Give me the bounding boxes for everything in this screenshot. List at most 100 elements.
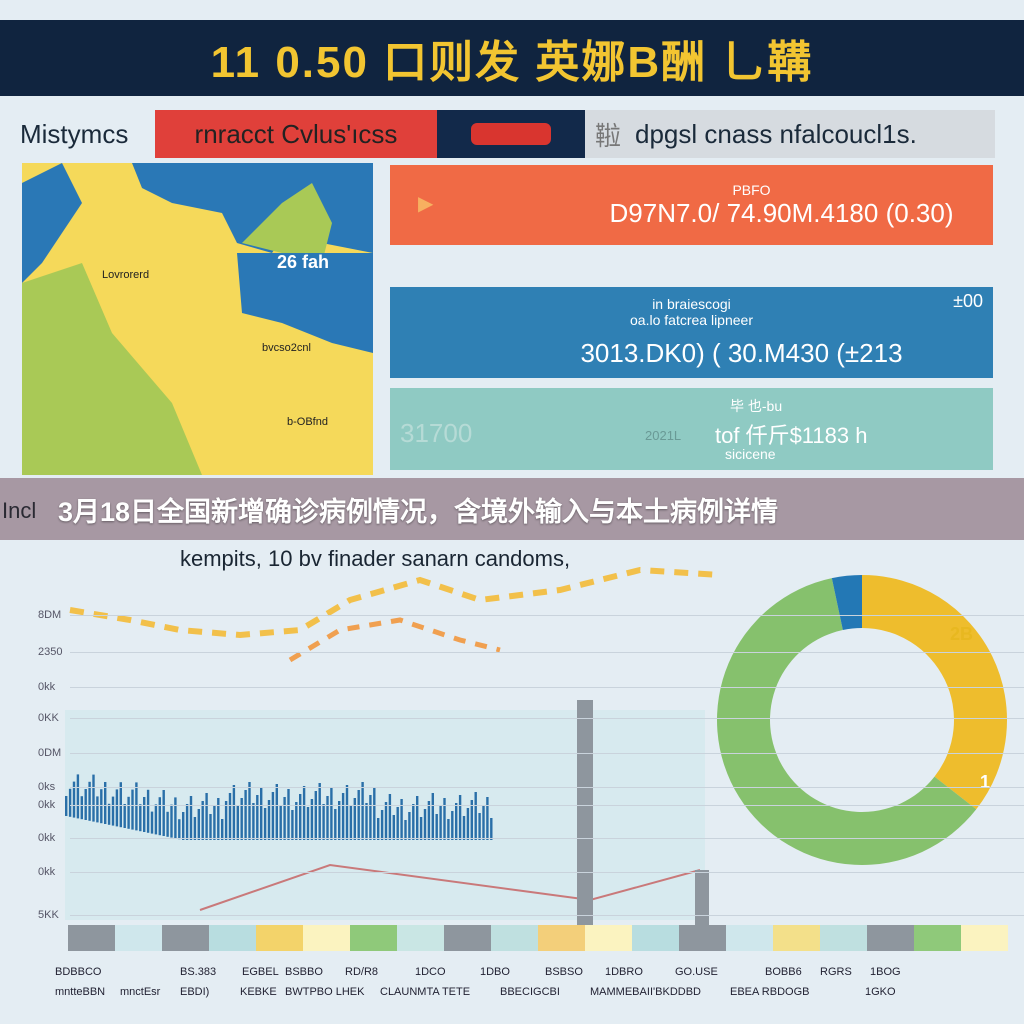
line-series-orange	[288, 617, 501, 663]
bar	[240, 798, 243, 840]
y-axis-label: 2350	[38, 646, 63, 658]
bar	[65, 796, 68, 816]
x-axis-label: BOBB6	[765, 966, 802, 978]
bar	[185, 804, 189, 840]
x-axis-label: RGRS	[820, 966, 852, 978]
x-axis-sublabel: EBEA RBDOGB	[730, 986, 810, 998]
bar	[392, 815, 395, 840]
chart-subtitle: kempits, 10 bv finader sanarn candoms,	[180, 546, 571, 571]
y-axis-label: 0ks	[38, 781, 56, 793]
strip-block	[491, 925, 538, 951]
bar	[361, 782, 364, 840]
navy-tab	[437, 110, 585, 158]
bar	[232, 785, 236, 840]
x-axis-sublabel: I'BKDDBD	[650, 986, 701, 998]
x-axis-label: EGBEL	[242, 966, 279, 978]
x-axis-sublabel: EBDI)	[180, 986, 210, 998]
bar	[201, 801, 204, 840]
bar	[431, 793, 434, 840]
map-label: Lovrorerd	[102, 269, 149, 281]
bar	[478, 813, 481, 840]
card-small: oa.lo fatcrea lipneer	[630, 312, 753, 328]
gray-tab-icon: 鞡	[595, 120, 622, 151]
bar	[170, 804, 173, 838]
x-axis-sublabel: CLAUNMTA TETE	[380, 986, 471, 998]
bar	[166, 811, 169, 837]
card-mid: 2021L	[645, 428, 682, 443]
x-axis-sublabel: mnctEsr	[120, 986, 161, 998]
bar	[295, 802, 298, 840]
strip-block	[350, 925, 397, 951]
gridline	[70, 872, 1024, 873]
bar	[326, 796, 329, 840]
y-axis-label: 0DM	[38, 747, 62, 759]
bar	[150, 811, 154, 834]
bar	[388, 794, 392, 840]
x-axis-sublabel: MAMMEBAI	[590, 986, 650, 998]
bar	[396, 807, 399, 840]
bar	[291, 810, 294, 840]
bar	[193, 817, 197, 840]
card-value: 3013.DK0) ( 30.M430 (±213	[580, 338, 903, 368]
stat-card-blue: ±00 in braiescogi oa.lo fatcrea lipneer …	[390, 287, 993, 378]
stat-card-orange: ▶ PBFO D97N7.0/ 74.90M.4180 (0.30)	[390, 165, 993, 245]
bar	[439, 806, 442, 840]
strip-block	[209, 925, 256, 951]
bar	[357, 790, 360, 840]
bar	[123, 804, 126, 828]
bar	[373, 787, 376, 840]
y-axis-label: 0kk	[38, 681, 56, 693]
banner-title: 11 0.50 口则发 英娜B酬 乚鞲	[210, 38, 814, 87]
map-label: b-OBfnd	[287, 416, 328, 428]
bar	[435, 814, 438, 840]
gridline	[70, 915, 1024, 916]
red-tab: rnracct Cvlus'ıcss	[155, 110, 437, 158]
bar	[263, 808, 267, 840]
bar	[451, 811, 454, 840]
bar	[279, 805, 282, 840]
bar	[306, 807, 310, 840]
bar	[154, 804, 158, 835]
bar	[299, 794, 302, 840]
bar	[182, 812, 185, 840]
x-axis-sublabel: 1GKO	[865, 986, 896, 998]
gridline	[70, 787, 1024, 788]
y-axis-label: 5KK	[38, 909, 59, 921]
card-corner: ±00	[953, 291, 983, 311]
bar	[384, 802, 388, 840]
bar	[135, 782, 138, 831]
bar	[76, 774, 80, 819]
bar	[248, 782, 251, 840]
bar	[338, 801, 341, 840]
line-series-yellow	[69, 566, 721, 639]
play-icon: ▶	[418, 193, 434, 215]
bar	[80, 796, 83, 820]
bar	[310, 799, 314, 840]
bar	[447, 819, 450, 840]
bar	[271, 792, 275, 840]
bar	[302, 786, 306, 840]
bar	[260, 787, 263, 840]
bar	[111, 796, 115, 826]
donut-label: 1	[980, 772, 990, 792]
bar	[349, 806, 353, 840]
gridline	[70, 718, 1024, 719]
bar	[427, 801, 431, 840]
bar	[131, 789, 134, 830]
bar	[178, 819, 181, 840]
x-axis-label: 1BOG	[870, 966, 901, 978]
bar	[283, 797, 286, 840]
x-axis-sublabel: BBECIGCBI	[500, 986, 560, 998]
map-label: bvcso2cnl	[262, 342, 311, 354]
header-label: Mistymcs	[20, 118, 129, 149]
bar	[68, 788, 72, 817]
chart-area: 2B 1	[65, 566, 1008, 951]
bar	[318, 783, 321, 840]
bar	[486, 797, 489, 840]
strip-block	[961, 925, 1008, 951]
x-axis-label: 1DBO	[480, 966, 510, 978]
card-small: 毕 也-bu	[730, 398, 783, 414]
strip-block	[256, 925, 303, 951]
bar	[404, 820, 407, 840]
strip-block	[444, 925, 491, 951]
